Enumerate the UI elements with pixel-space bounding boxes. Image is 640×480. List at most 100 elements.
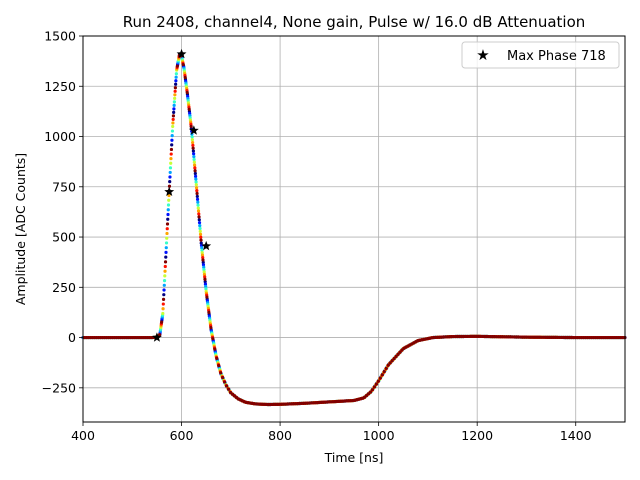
- pulse-sample-point: [174, 79, 178, 83]
- pulse-sample-point: [191, 149, 195, 153]
- pulse-sample-point: [219, 371, 223, 375]
- x-tick-label: 600: [170, 428, 194, 443]
- pulse-sample-point: [200, 248, 204, 252]
- max-phase-star-marker: [164, 186, 175, 197]
- pulse-sample-point: [171, 121, 175, 125]
- pulse-sample-point: [165, 231, 169, 236]
- pulse-sample-point: [376, 379, 380, 383]
- pulse-sample-point: [382, 369, 386, 374]
- pulse-sample-point: [217, 364, 221, 368]
- x-axis-label: Time [ns]: [324, 450, 384, 465]
- pulse-sample-point: [169, 152, 173, 156]
- pulse-sample-point: [164, 241, 169, 245]
- pulse-sample-point: [164, 246, 168, 250]
- pulse-sample-point: [181, 62, 185, 67]
- pulse-sample-point: [169, 161, 173, 165]
- pulse-sample-point: [168, 180, 172, 184]
- x-tick-label: 400: [71, 428, 95, 443]
- legend-label: Max Phase 718: [507, 49, 606, 64]
- pulse-sample-point: [198, 226, 202, 231]
- pulse-sample-point: [194, 180, 198, 184]
- pulse-sample-point: [196, 209, 201, 213]
- pulse-sample-point: [187, 107, 191, 111]
- pulse-sample-point: [193, 169, 197, 173]
- pulse-sample-point: [191, 140, 195, 145]
- pulse-sample-point: [209, 326, 213, 330]
- pulse-sample-point: [158, 333, 162, 337]
- pulse-sample-point: [207, 310, 211, 314]
- pulse-sample-point: [175, 64, 179, 68]
- pulse-sample-point: [167, 198, 171, 202]
- pulse-sample-point: [202, 270, 206, 274]
- pulse-sample-point: [159, 320, 164, 324]
- y-axis-label: Amplitude [ADC Counts]: [13, 153, 28, 305]
- pulse-sample-point: [169, 157, 173, 161]
- pulse-sample-point: [195, 191, 199, 196]
- pulse-sample-point: [174, 75, 178, 79]
- y-tick-label: 250: [52, 280, 76, 295]
- pulse-sample-point: [388, 361, 392, 365]
- y-tick-label: 750: [52, 179, 76, 194]
- y-tick-label: 500: [52, 230, 76, 245]
- pulse-sample-point: [368, 390, 373, 394]
- pulse-curve: [81, 52, 627, 407]
- pulse-sample-point: [195, 194, 199, 199]
- pulse-sample-point: [165, 222, 170, 226]
- pulse-sample-point: [162, 279, 167, 283]
- pulse-sample-point: [195, 189, 199, 193]
- pulse-sample-point: [198, 223, 202, 228]
- x-tick-label: 800: [268, 428, 292, 443]
- max-phase-star-marker: [201, 240, 212, 251]
- pulse-sample-point: [174, 82, 178, 86]
- pulse-sample-point: [165, 227, 169, 231]
- max-phase-star-marker: [151, 332, 162, 342]
- pulse-sample-point: [197, 215, 201, 219]
- pulse-sample-point: [189, 124, 193, 128]
- pulse-sample-point: [390, 359, 394, 363]
- pulse-sample-point: [370, 388, 375, 392]
- pulse-sample-point: [190, 138, 194, 142]
- pulse-sample-point: [192, 157, 196, 162]
- pulse-sample-point: [195, 197, 200, 201]
- pulse-sample-point: [221, 376, 225, 380]
- max-phase-star-marker: [176, 48, 187, 59]
- pulse-sample-point: [173, 89, 177, 93]
- pulse-sample-point: [384, 366, 388, 370]
- pulse-sample-point: [196, 200, 200, 204]
- y-tick-label: −250: [42, 380, 76, 395]
- pulse-sample-point: [193, 174, 198, 178]
- pulse-sample-point: [193, 171, 197, 176]
- pulse-sample-point: [223, 380, 227, 384]
- pulse-sample-point: [170, 143, 174, 147]
- pulse-sample-point: [199, 241, 203, 245]
- pulse-sample-point: [197, 212, 201, 216]
- pulse-sample-point: [164, 255, 168, 259]
- pulse-sample-point: [199, 235, 203, 239]
- pulse-sample-point: [200, 251, 204, 255]
- max-phase-markers: [151, 48, 212, 342]
- pulse-sample-point: [386, 363, 390, 367]
- pulse-sample-point: [166, 203, 171, 207]
- pulse-sample-point: [398, 350, 402, 354]
- pulse-sample-point: [204, 284, 208, 289]
- pulse-sample-point: [171, 114, 176, 118]
- pulse-sample-point: [203, 277, 207, 281]
- y-tick-label: 1500: [44, 29, 76, 44]
- pulse-sample-point: [162, 288, 166, 292]
- pulse-sample-point: [192, 155, 196, 159]
- pulse-sample-point: [193, 163, 197, 167]
- pulse-sample-point: [200, 253, 205, 257]
- pulse-sample-point: [392, 356, 396, 361]
- pulse-sample-point: [172, 100, 176, 104]
- pulse-sample-point: [203, 280, 207, 284]
- pulse-sample-point: [202, 268, 206, 272]
- pulse-sample-point: [192, 152, 196, 156]
- y-tick-label: 1250: [44, 79, 76, 94]
- pulse-sample-point: [161, 297, 166, 301]
- pulse-sample-point: [372, 385, 377, 389]
- pulse-sample-point: [166, 208, 170, 212]
- pulse-sample-point: [173, 93, 177, 97]
- pulse-sample-point: [173, 96, 177, 100]
- pulse-sample-point: [211, 337, 215, 341]
- pulse-sample-point: [173, 86, 177, 90]
